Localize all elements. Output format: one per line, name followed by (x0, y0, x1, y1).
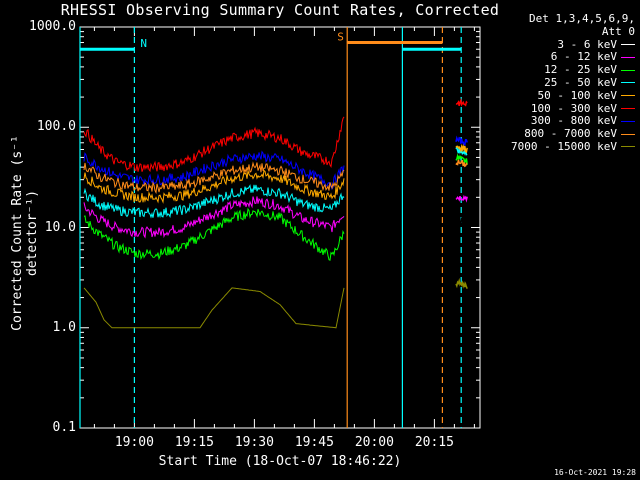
legend-swatch (621, 56, 635, 58)
x-tick-label: 19:45 (294, 435, 334, 450)
series-line-3 (83, 184, 345, 219)
legend-entry: 100 - 300 keV (483, 101, 635, 116)
legend-label: 12 - 25 keV (544, 63, 617, 77)
series-late-segment-1 (455, 194, 468, 203)
y-tick-label: 100.0 (36, 119, 76, 135)
series-line-5 (83, 116, 345, 173)
legend-label: 6 - 12 keV (550, 50, 617, 64)
series-line-6 (83, 150, 345, 191)
legend-swatch (621, 108, 635, 110)
legend-label: 100 - 300 keV (530, 101, 617, 115)
legend-swatch (621, 82, 635, 84)
y-tick-label: 1.0 (52, 319, 76, 335)
legend-entry: 800 - 7000 keV (483, 127, 635, 141)
series-late-segment-6 (455, 135, 468, 147)
y-tick-label: 10.0 (44, 219, 76, 235)
series-line-8 (83, 287, 345, 329)
annotation-label: N (140, 37, 147, 50)
x-axis-label: Start Time (18-Oct-07 18:46:22) (158, 454, 402, 469)
series-line-7 (83, 161, 345, 195)
x-tick-label: 20:00 (354, 435, 394, 450)
series-line-4 (83, 169, 345, 204)
legend-entry: 6 - 12 keV (483, 50, 635, 64)
x-tick-label: 19:15 (174, 435, 214, 450)
legend-label: 3 - 6 keV (557, 37, 617, 51)
legend-entry: 50 - 100 keV (483, 88, 635, 103)
legend-entry: 300 - 800 keV (483, 114, 635, 128)
legend-swatch (621, 133, 635, 135)
legend-label: 7000 - 15000 keV (511, 139, 617, 153)
series-late-segment-5 (455, 98, 468, 107)
legend-label: 800 - 7000 keV (524, 127, 617, 141)
series-late-segment-8 (455, 277, 468, 289)
series-line-2 (83, 207, 345, 261)
series-late-segment-4 (455, 143, 468, 154)
legend-label: 300 - 800 keV (530, 114, 617, 128)
series-line-1 (83, 196, 345, 239)
footer-timestamp: 16-Oct-2021 19:28 (554, 468, 636, 477)
legend-swatch (621, 95, 635, 97)
annotation-label: S (337, 31, 344, 44)
series-late-segment-0 (455, 216, 468, 226)
legend-entry: 25 - 50 keV (483, 75, 635, 90)
legend-swatch (621, 146, 635, 148)
plot-frame (79, 26, 481, 429)
legend-swatch (621, 120, 635, 122)
y-tick-label: 0.1 (52, 420, 76, 435)
legend-entry: 12 - 25 keV (483, 63, 635, 77)
legend-swatch (621, 44, 635, 46)
series-late-segment-7 (455, 159, 468, 168)
x-tick-label: 20:15 (414, 435, 454, 450)
legend-entry: 7000 - 15000 keV (483, 139, 635, 154)
legend: Det 1,3,4,5,6,9, Att 0 3 - 6 keV 6 - 12 k… (483, 12, 635, 154)
legend-entry: 3 - 6 keV (483, 37, 635, 52)
legend-header-line-2: Att 0 (601, 24, 635, 38)
y-tick-label: 1000.0 (29, 19, 76, 34)
legend-swatch (621, 69, 635, 71)
legend-header-line-1: Det 1,3,4,5,6,9, (529, 12, 635, 25)
legend-label: 50 - 100 keV (537, 88, 617, 102)
x-tick-label: 19:00 (114, 435, 154, 450)
series-late-segment-2 (455, 153, 468, 165)
x-tick-label: 19:30 (234, 435, 274, 450)
chart-title: RHESSI Observing Summary Count Rates, Co… (60, 1, 500, 19)
series-line-0 (83, 202, 345, 292)
legend-label: 25 - 50 keV (544, 75, 617, 89)
